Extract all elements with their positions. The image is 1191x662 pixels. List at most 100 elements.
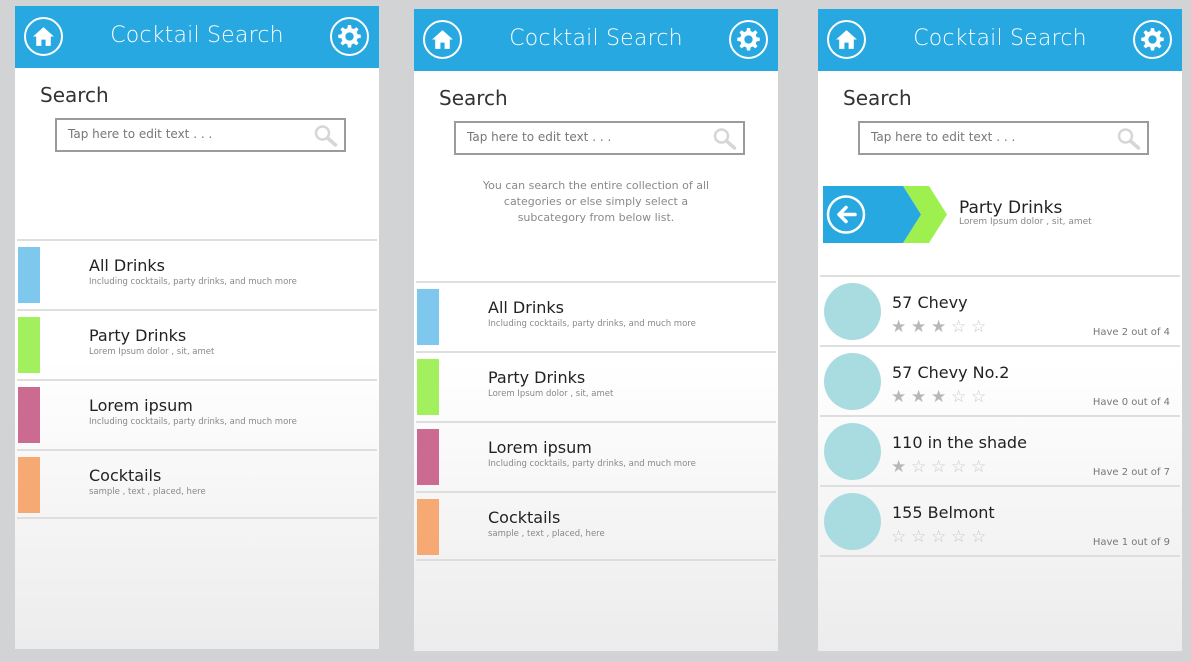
category-title: Lorem ipsum — [488, 438, 592, 457]
category-item-cocktails[interactable]: Cocktails sample , text , placed, here — [17, 449, 377, 519]
home-button[interactable] — [827, 20, 866, 59]
drink-item[interactable]: 155 Belmont ☆ ☆ ☆ ☆ ☆ Have 1 out of 9 — [820, 487, 1180, 557]
category-banner-title: Party Drinks — [959, 198, 1063, 218]
drink-item[interactable]: 57 Chevy ★ ★ ★ ☆ ☆ Have 2 out of 4 — [820, 277, 1180, 347]
star-filled-icon: ★ — [911, 387, 927, 407]
drink-item[interactable]: 110 in the shade ★ ☆ ☆ ☆ ☆ Have 2 out of 7 — [820, 417, 1180, 487]
drink-thumbnail — [824, 353, 881, 410]
star-filled-icon: ★ — [891, 387, 907, 407]
category-subtitle: sample , text , placed, here — [89, 487, 206, 497]
category-color-swatch — [417, 359, 439, 415]
app-title: Cocktail Search — [110, 23, 284, 48]
category-color-swatch — [417, 289, 439, 345]
drink-name: 57 Chevy — [892, 293, 968, 312]
gear-icon — [737, 28, 760, 51]
category-title: All Drinks — [488, 298, 565, 317]
home-icon — [836, 30, 857, 49]
search-heading: Search — [40, 83, 109, 107]
category-subtitle: Including cocktails, party drinks, and m… — [89, 417, 297, 427]
category-subtitle: Lorem Ipsum dolor , sit, amet — [488, 389, 614, 399]
back-button[interactable] — [823, 186, 947, 243]
star-empty-icon: ☆ — [951, 527, 967, 547]
search-input[interactable]: Tap here to edit text . . . — [55, 118, 346, 152]
category-list: All Drinks Including cocktails, party dr… — [416, 281, 776, 561]
search-placeholder: Tap here to edit text . . . — [467, 130, 612, 144]
drink-list: 57 Chevy ★ ★ ★ ☆ ☆ Have 2 out of 4 57 Chevy … — [820, 277, 1180, 557]
category-item-party-drinks[interactable]: Party Drinks Lorem Ipsum dolor , sit, am… — [17, 309, 377, 379]
drink-thumbnail — [824, 423, 881, 480]
star-rating: ★ ☆ ☆ ☆ ☆ — [891, 458, 991, 476]
settings-button[interactable] — [330, 17, 369, 56]
phone-screen-drink-list: Cocktail Search Search Tap here to edit … — [818, 9, 1182, 651]
search-input[interactable]: Tap here to edit text . . . — [858, 121, 1149, 155]
search-icon[interactable] — [712, 127, 737, 151]
section-divider — [820, 275, 1180, 277]
category-banner-subtitle: Lorem Ipsum dolor , sit, amet — [959, 217, 1092, 227]
star-filled-icon: ★ — [931, 387, 947, 407]
category-item-cocktails[interactable]: Cocktails sample , text , placed, here — [416, 491, 776, 561]
have-count: Have 2 out of 4 — [1092, 327, 1170, 338]
settings-button[interactable] — [1133, 20, 1172, 59]
app-title: Cocktail Search — [509, 26, 683, 51]
category-title: Lorem ipsum — [89, 396, 193, 415]
category-title: Cocktails — [488, 508, 561, 527]
star-rating: ★ ★ ★ ☆ ☆ — [891, 388, 991, 406]
star-filled-icon: ★ — [891, 317, 907, 337]
search-heading: Search — [439, 86, 508, 110]
phone-screen-categories-info: Cocktail Search Search Tap here to edit … — [414, 9, 778, 651]
category-color-swatch — [18, 457, 40, 513]
phone-screen-categories: Cocktail Search Search Tap here to edit … — [15, 6, 379, 649]
star-filled-icon: ★ — [911, 317, 927, 337]
drink-name: 57 Chevy No.2 — [892, 363, 1010, 382]
category-subtitle: Lorem Ipsum dolor , sit, amet — [89, 347, 215, 357]
star-empty-icon: ☆ — [891, 527, 907, 547]
app-title: Cocktail Search — [913, 26, 1087, 51]
category-item-party-drinks[interactable]: Party Drinks Lorem Ipsum dolor , sit, am… — [416, 351, 776, 421]
search-input[interactable]: Tap here to edit text . . . — [454, 121, 745, 155]
category-item-all-drinks[interactable]: All Drinks Including cocktails, party dr… — [416, 281, 776, 351]
app-header: Cocktail Search — [818, 9, 1182, 71]
category-subtitle: Including cocktails, party drinks, and m… — [488, 319, 696, 329]
category-color-swatch — [18, 247, 40, 303]
gear-icon — [1141, 28, 1164, 51]
category-title: All Drinks — [89, 256, 166, 275]
star-empty-icon: ☆ — [911, 527, 927, 547]
category-title: Party Drinks — [89, 326, 187, 345]
back-arrow-icon — [826, 195, 866, 234]
category-item-all-drinks[interactable]: All Drinks Including cocktails, party dr… — [17, 239, 377, 309]
category-color-swatch — [417, 499, 439, 555]
search-icon[interactable] — [313, 124, 338, 148]
category-subtitle: sample , text , placed, here — [488, 529, 605, 539]
app-header: Cocktail Search — [15, 6, 379, 68]
search-heading: Search — [843, 86, 912, 110]
star-empty-icon: ☆ — [971, 317, 987, 337]
category-list: All Drinks Including cocktails, party dr… — [17, 239, 377, 519]
star-empty-icon: ☆ — [931, 457, 947, 477]
search-placeholder: Tap here to edit text . . . — [68, 127, 213, 141]
category-color-swatch — [417, 429, 439, 485]
star-empty-icon: ☆ — [971, 527, 987, 547]
drink-name: 110 in the shade — [892, 433, 1027, 452]
app-header: Cocktail Search — [414, 9, 778, 71]
home-button[interactable] — [423, 20, 462, 59]
category-title: Cocktails — [89, 466, 162, 485]
drink-name: 155 Belmont — [892, 503, 995, 522]
search-placeholder: Tap here to edit text . . . — [871, 130, 1016, 144]
have-count: Have 2 out of 7 — [1092, 467, 1170, 478]
star-empty-icon: ☆ — [951, 317, 967, 337]
have-count: Have 0 out of 4 — [1092, 397, 1170, 408]
settings-button[interactable] — [729, 20, 768, 59]
category-item-lorem-ipsum[interactable]: Lorem ipsum Including cocktails, party d… — [416, 421, 776, 491]
home-button[interactable] — [24, 17, 63, 56]
drink-item[interactable]: 57 Chevy No.2 ★ ★ ★ ☆ ☆ Have 0 out of 4 — [820, 347, 1180, 417]
category-subtitle: Including cocktails, party drinks, and m… — [488, 459, 696, 469]
home-icon — [432, 30, 453, 49]
gear-icon — [338, 25, 361, 48]
star-empty-icon: ☆ — [971, 387, 987, 407]
star-empty-icon: ☆ — [951, 457, 967, 477]
category-color-swatch — [18, 317, 40, 373]
search-icon[interactable] — [1116, 127, 1141, 151]
star-empty-icon: ☆ — [951, 387, 967, 407]
star-filled-icon: ★ — [891, 457, 907, 477]
category-item-lorem-ipsum[interactable]: Lorem ipsum Including cocktails, party d… — [17, 379, 377, 449]
